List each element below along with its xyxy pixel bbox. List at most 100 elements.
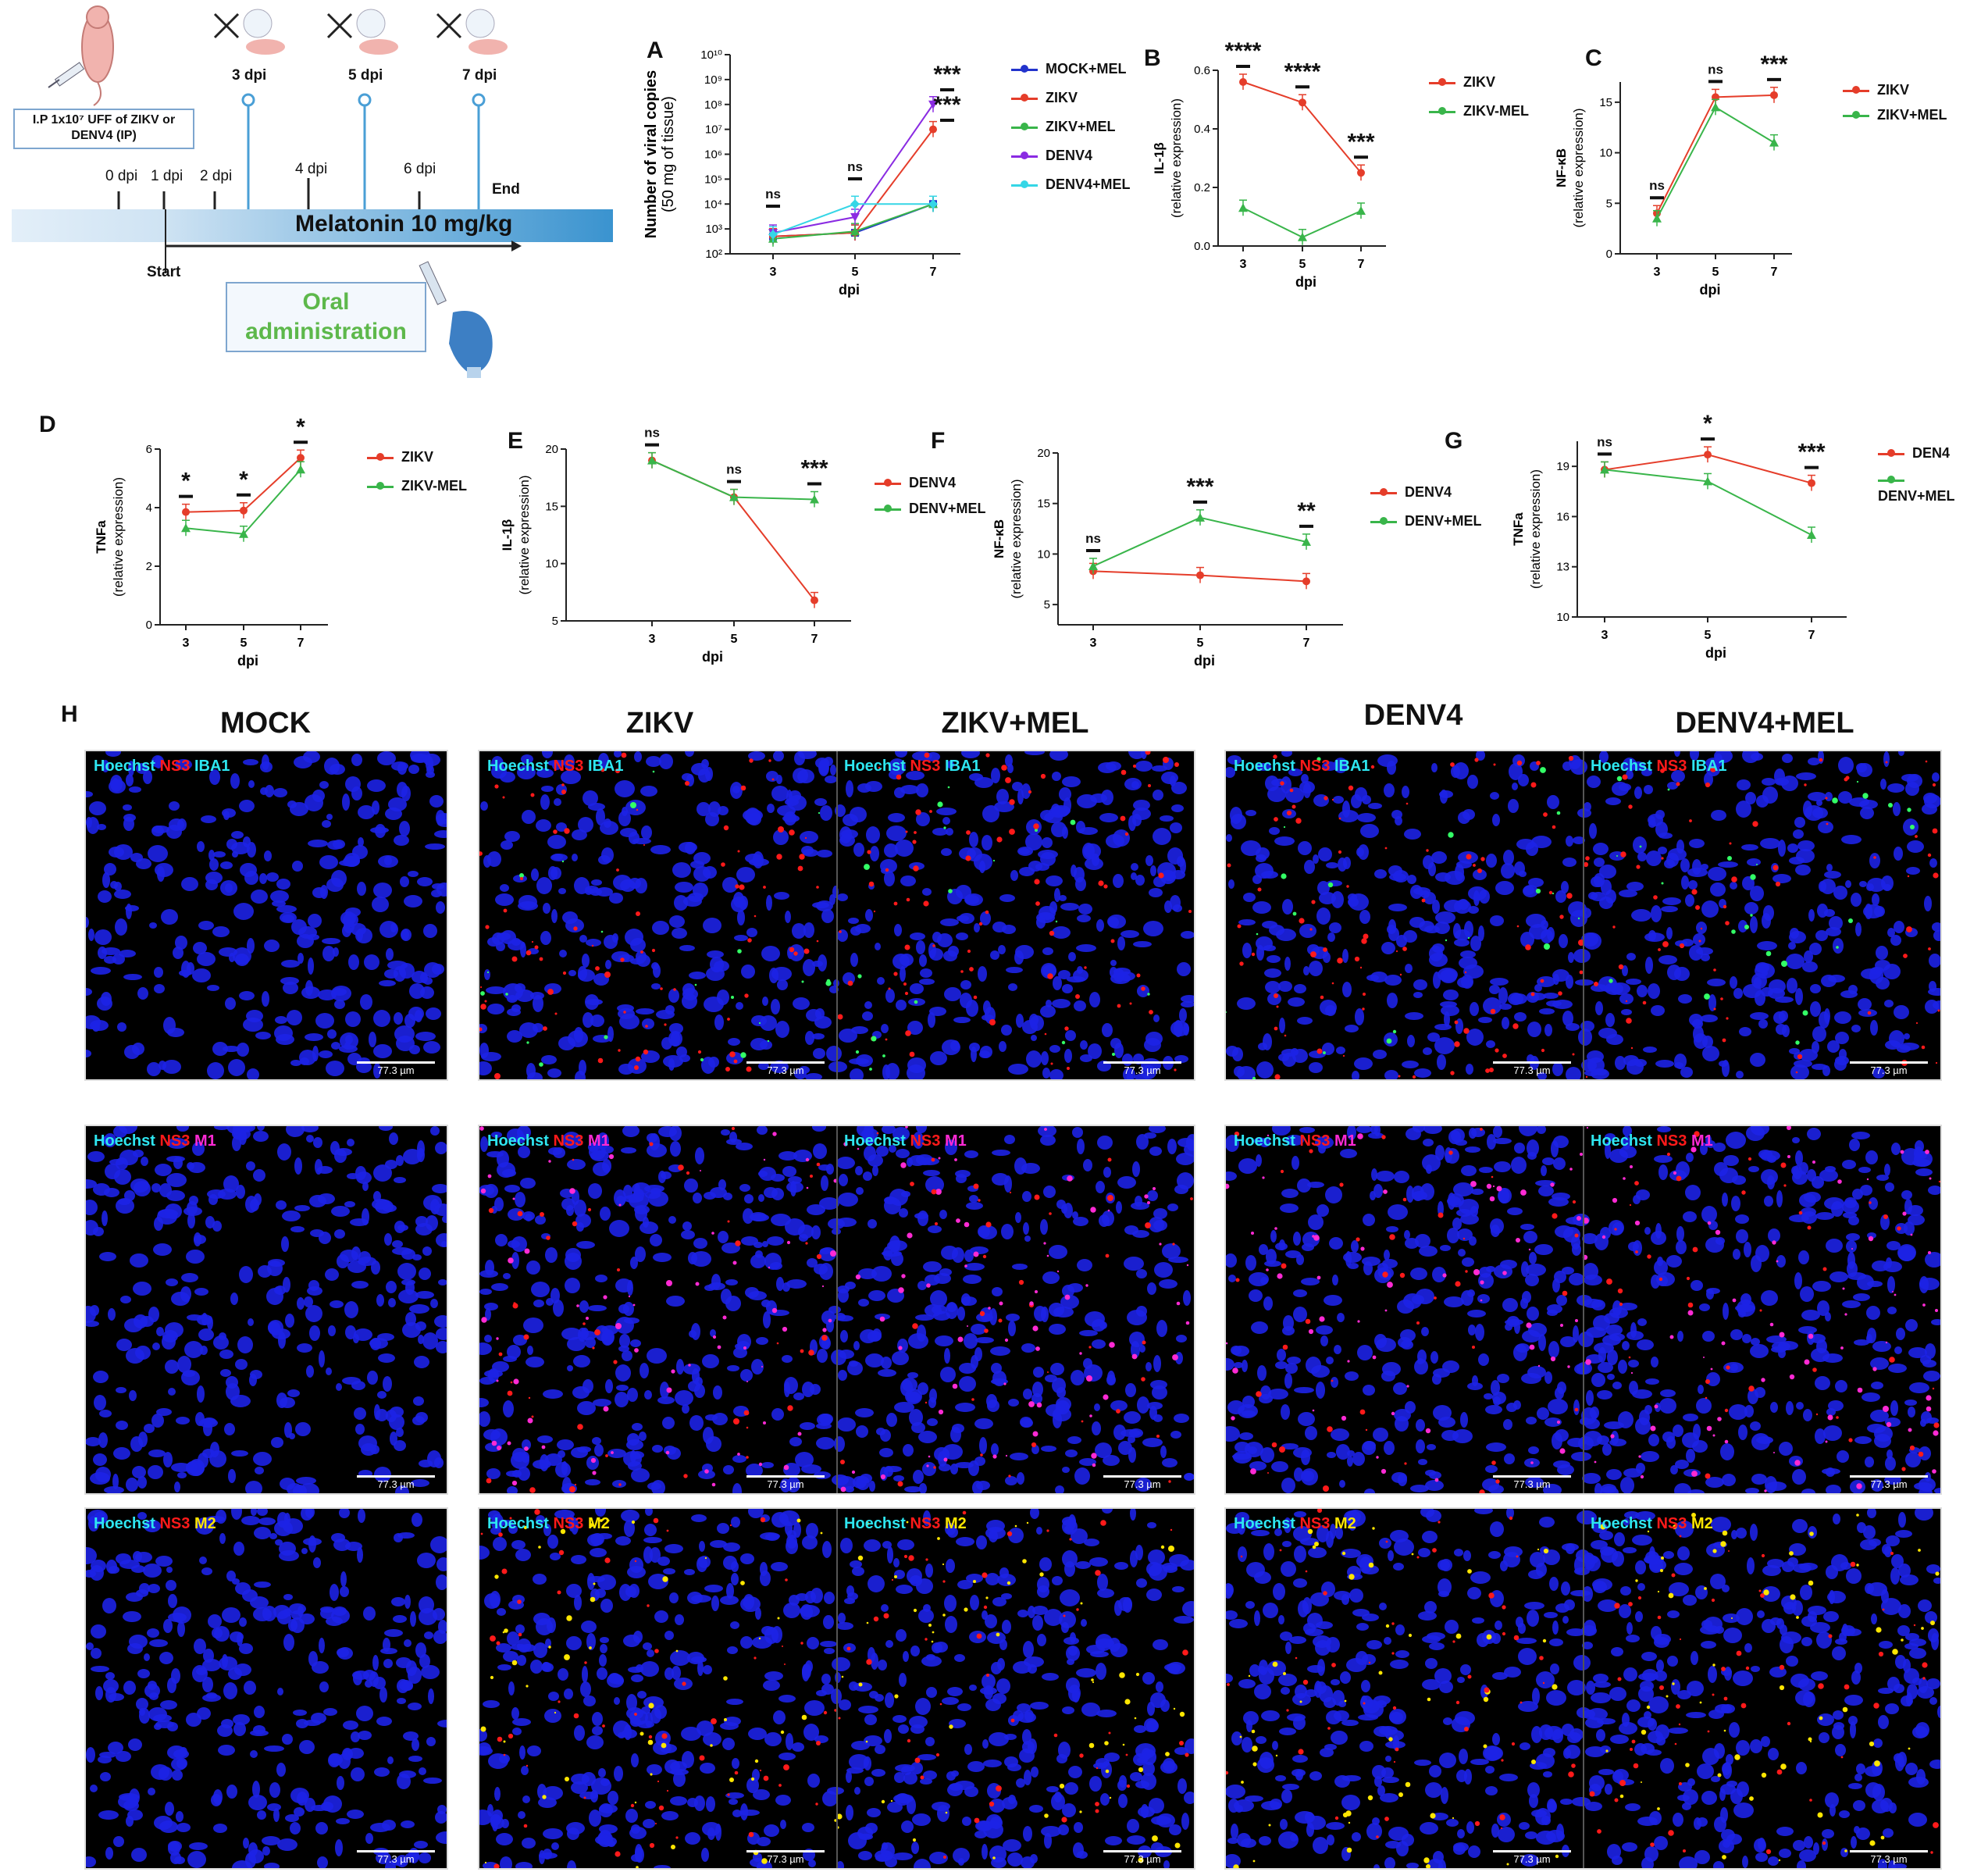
micro-title-mock: MOCK bbox=[219, 707, 312, 740]
micrograph-image bbox=[1226, 1509, 1940, 1868]
y-tick-label: 20 bbox=[545, 443, 558, 456]
significance-label: *** bbox=[1797, 440, 1825, 465]
stain-hoechst: Hoechst bbox=[1234, 758, 1295, 775]
significance-label: **** bbox=[1284, 59, 1321, 84]
legend-entry: DEN4 bbox=[1878, 445, 1950, 462]
legend-swatch bbox=[1878, 448, 1904, 457]
timeline-figure: I.P 1x10⁷ UFF of ZIKV or DENV4 (IP) 3 dp… bbox=[0, 0, 625, 406]
stain-hoechst: Hoechst bbox=[1591, 758, 1652, 775]
legend-entry: DENV4 bbox=[1370, 484, 1452, 501]
legend-label: DENV+MEL bbox=[1405, 513, 1482, 529]
data-point bbox=[1299, 98, 1306, 107]
timeline-graphics bbox=[12, 5, 613, 378]
y-tick-label: 10⁹ bbox=[704, 73, 722, 87]
y-tick-label: 5 bbox=[1044, 598, 1050, 612]
legend-swatch bbox=[1011, 122, 1038, 130]
legend-label: DENV+MEL bbox=[909, 501, 986, 516]
y-tick-label: 10⁵ bbox=[704, 173, 722, 186]
scale-bar: 77.3 µm bbox=[357, 1061, 435, 1076]
significance-label: *** bbox=[933, 62, 960, 87]
stain-label: Hoechst NS3 M2 bbox=[1234, 1515, 1356, 1533]
charts-layer: 10² 10³ 10⁴ 10⁵ 10⁶ 10⁷ 10⁸ 10⁹ 10¹⁰ 3 5 7 dpi Number… bbox=[94, 38, 1847, 669]
stain-hoechst: Hoechst bbox=[94, 758, 155, 775]
oral-box-text: Oral administration bbox=[245, 289, 407, 344]
y-tick-label: 20 bbox=[1037, 447, 1050, 460]
stain-label: Hoechst NS3 IBA1 bbox=[487, 758, 624, 776]
significance-label: ns bbox=[1649, 178, 1665, 193]
legend-swatch bbox=[1011, 151, 1038, 159]
y-axis-label: IL-1β bbox=[500, 519, 515, 551]
series-line bbox=[1656, 105, 1775, 219]
significance-label: ns bbox=[1085, 531, 1101, 546]
y-tick-label: 6 bbox=[146, 443, 152, 456]
micrograph-image bbox=[86, 751, 447, 1079]
scale-bar: 77.3 µm bbox=[1850, 1475, 1928, 1490]
legend-swatch bbox=[1011, 64, 1038, 73]
stain-label: Hoechst NS3 M1 bbox=[1591, 1132, 1713, 1150]
legend-swatch bbox=[1011, 93, 1038, 102]
y-tick-label: 10 bbox=[1599, 147, 1612, 160]
stain-marker: IBA1 bbox=[587, 758, 624, 775]
stain-marker: M2 bbox=[944, 1515, 967, 1532]
x-tick-label: 7 bbox=[1358, 258, 1365, 271]
panel-divider bbox=[1583, 1126, 1584, 1493]
panel-letter-a: A bbox=[647, 37, 664, 63]
stain-label: Hoechst NS3 M1 bbox=[94, 1132, 216, 1150]
data-point bbox=[296, 465, 305, 474]
y-tick-label: 15 bbox=[1037, 497, 1050, 511]
legend-label: ZIKV-MEL bbox=[1463, 103, 1529, 119]
y-tick-label: 10¹⁰ bbox=[700, 48, 722, 62]
y-tick-label: 0.6 bbox=[1194, 64, 1210, 77]
legend-label: ZIKV bbox=[1463, 74, 1496, 90]
stain-marker: IBA1 bbox=[194, 758, 230, 775]
micrograph-panel: Hoechst NS3 M2 77.3 µm Hoechst NS3 M2 77.3 … bbox=[1224, 1507, 1942, 1870]
timepoint-3dpi: 3 dpi bbox=[232, 67, 267, 84]
chart-e: 5 10 15 20 3 5 7 dpi IL-1β (relative expression) n… bbox=[500, 426, 851, 665]
data-point bbox=[1302, 537, 1311, 546]
scale-bar: 77.3 µm bbox=[1850, 1850, 1928, 1865]
tick-1dpi: 1 dpi bbox=[151, 168, 183, 184]
data-point bbox=[929, 125, 937, 134]
stain-label: Hoechst NS3 M1 bbox=[1234, 1132, 1356, 1150]
y-tick-label: 10⁶ bbox=[704, 148, 722, 162]
hand-syringe-icon bbox=[419, 261, 493, 378]
micro-title-denv4: DENV4 bbox=[1363, 699, 1463, 732]
x-axis-label: dpi bbox=[1700, 282, 1721, 298]
significance-label: *** bbox=[1347, 129, 1374, 155]
significance-label: * bbox=[1703, 411, 1712, 437]
y-axis-label: (relative expression) bbox=[1169, 98, 1184, 218]
chart-c: 0 5 10 15 3 5 7 dpi NF-κB (relative expression) ns… bbox=[1554, 52, 1792, 298]
syringe-icon bbox=[48, 62, 85, 88]
y-tick-label: 10 bbox=[1556, 611, 1569, 624]
legend-entry: DENV4 bbox=[875, 475, 956, 491]
y-tick-label: 10⁷ bbox=[705, 123, 722, 137]
scale-bar: 77.3 µm bbox=[746, 1061, 825, 1076]
legend-swatch bbox=[1370, 487, 1397, 496]
data-point bbox=[1195, 512, 1205, 522]
data-point bbox=[1356, 206, 1366, 215]
scale-bar: 77.3 µm bbox=[357, 1850, 435, 1865]
legend-entry: ZIKV bbox=[1429, 74, 1495, 91]
stain-ns3: NS3 bbox=[553, 758, 584, 775]
legend-label: DENV4+MEL bbox=[1046, 177, 1131, 192]
panel-divider bbox=[836, 751, 838, 1079]
stain-marker: IBA1 bbox=[1691, 758, 1727, 775]
data-point bbox=[182, 508, 190, 516]
x-tick-label: 5 bbox=[240, 636, 248, 650]
stain-marker: M1 bbox=[194, 1132, 216, 1150]
y-tick-label: 0.4 bbox=[1194, 123, 1210, 136]
legend-label: ZIKV bbox=[1046, 90, 1078, 105]
micrograph-panel: Hoechst NS3 M2 77.3 µm Hoechst NS3 M2 77.3 … bbox=[478, 1507, 1195, 1870]
data-point bbox=[1711, 102, 1720, 112]
stain-marker: M2 bbox=[1334, 1515, 1356, 1532]
stain-label: Hoechst NS3 M1 bbox=[487, 1132, 610, 1150]
tick-4dpi: 4 dpi bbox=[295, 161, 328, 177]
legend-swatch bbox=[1011, 180, 1038, 188]
legend-label: MOCK+MEL bbox=[1046, 61, 1127, 77]
series-line bbox=[772, 129, 934, 237]
stain-marker: M2 bbox=[1691, 1515, 1713, 1532]
x-tick-label: 3 bbox=[183, 636, 190, 650]
y-axis-label: (relative expression) bbox=[1571, 108, 1586, 227]
legend-label: DENV4 bbox=[1046, 148, 1093, 163]
legend-entry: DENV+MEL bbox=[1370, 513, 1482, 530]
